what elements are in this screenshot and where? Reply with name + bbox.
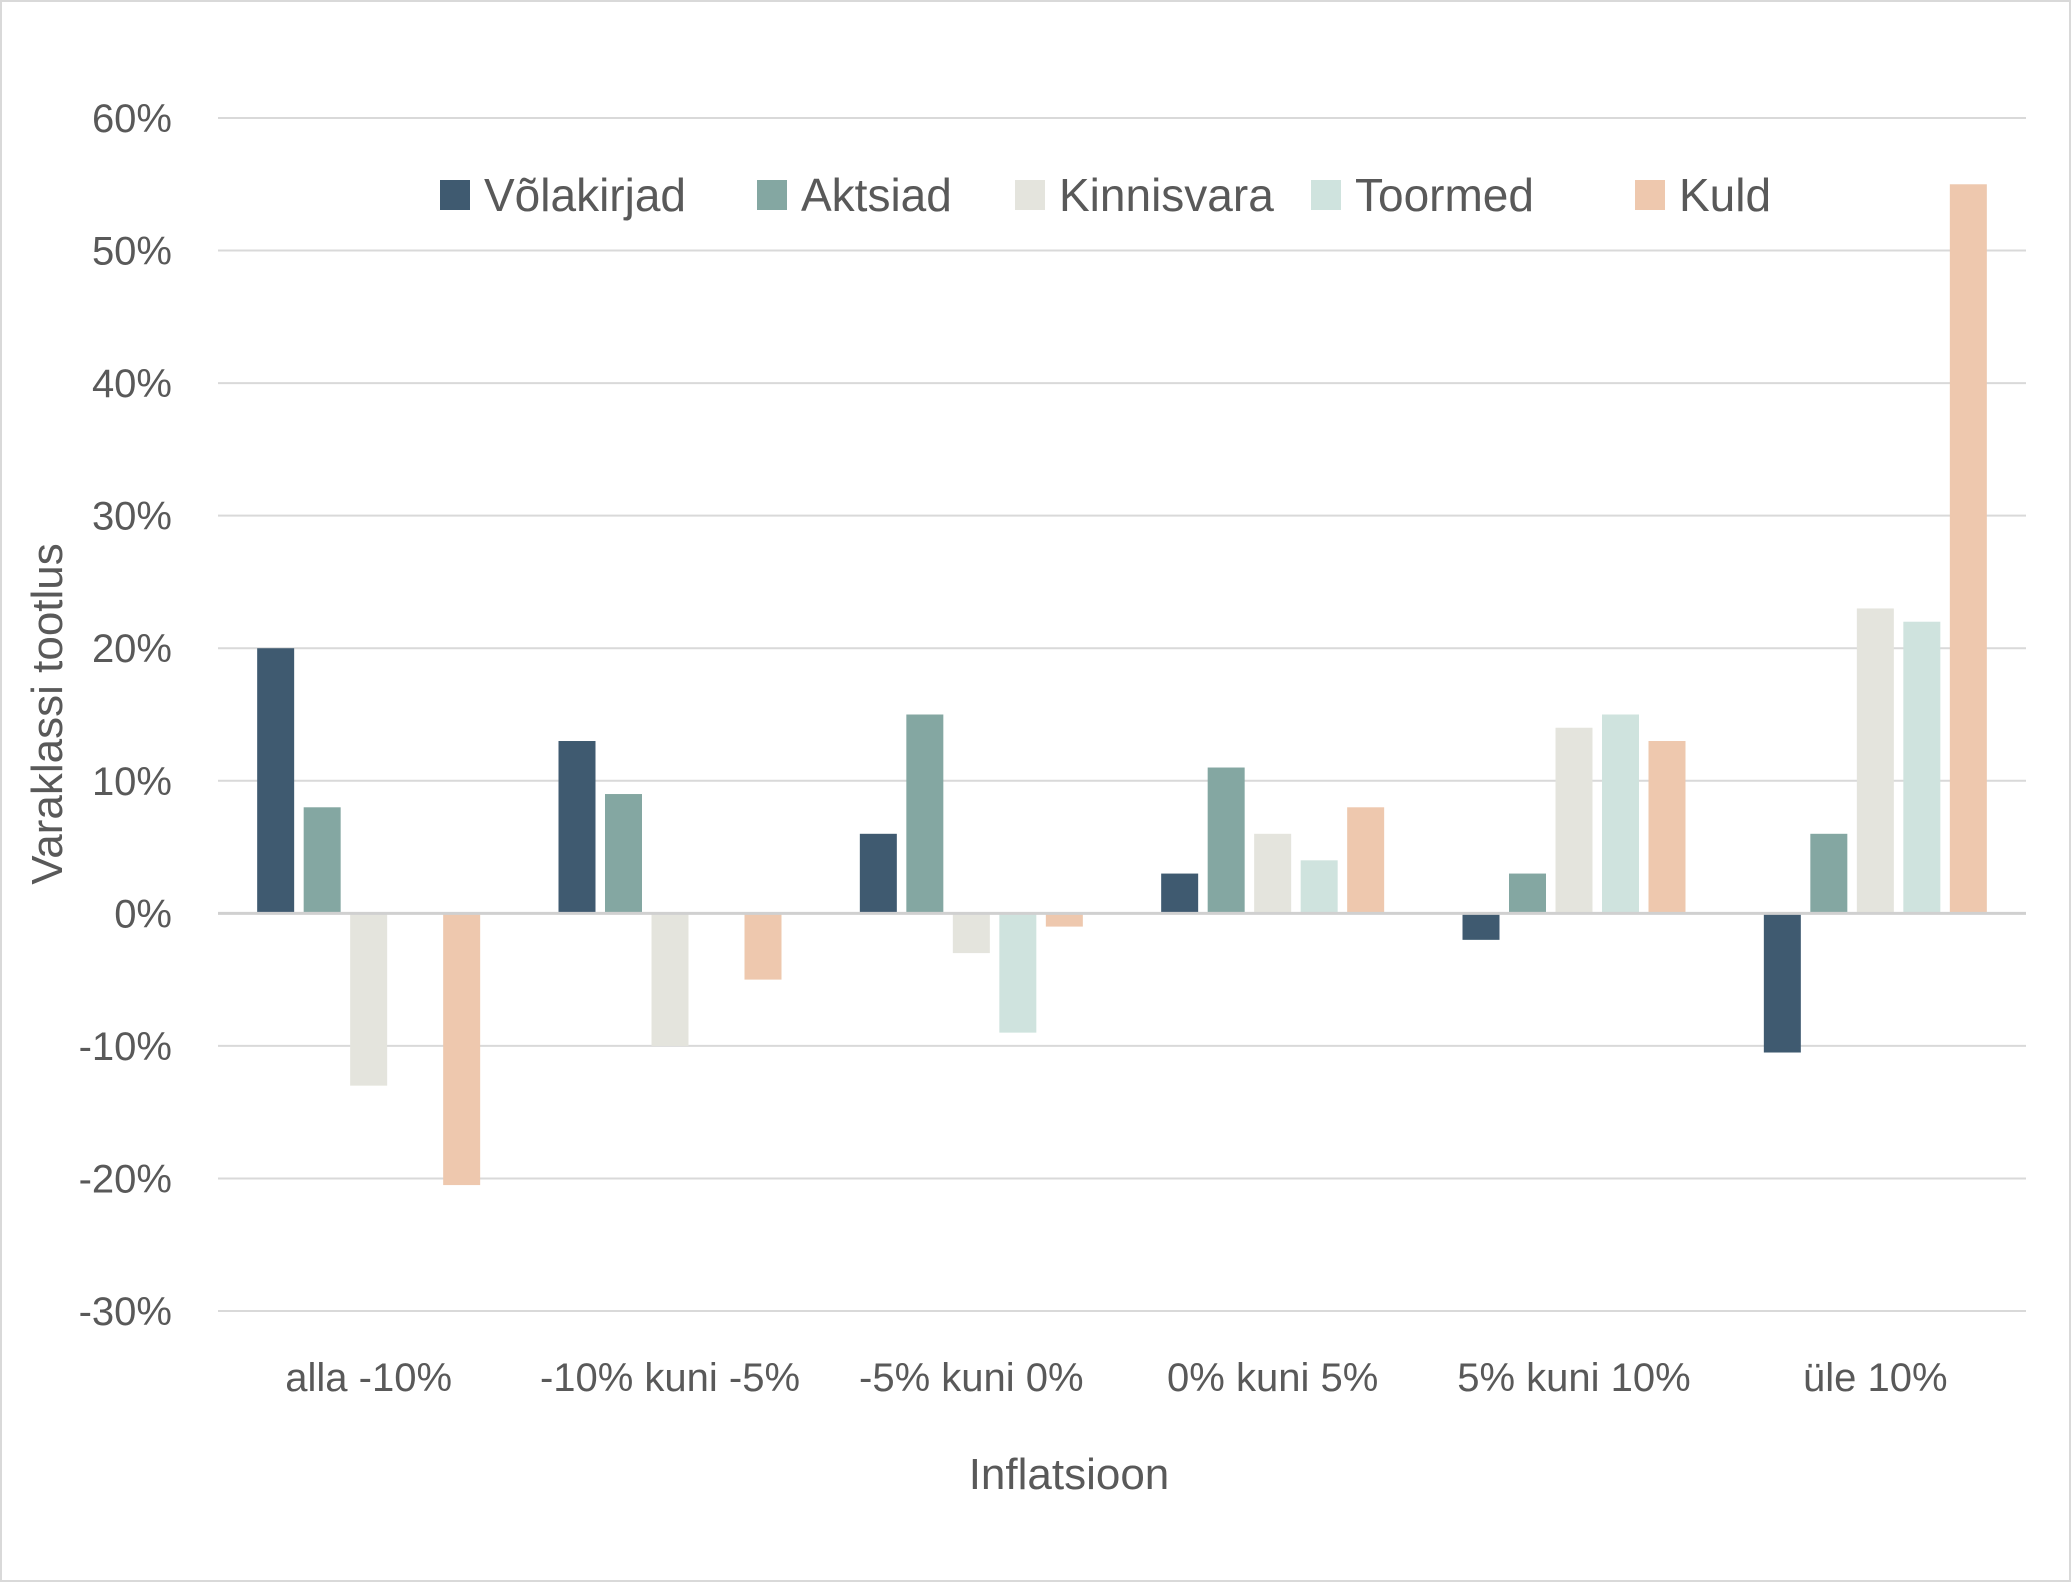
y-tick-label: 20% <box>92 627 172 671</box>
bar <box>1254 833 1292 914</box>
y-tick-label: 10% <box>92 760 172 804</box>
x-tick-label: alla -10% <box>285 1356 452 1400</box>
legend-label: Aktsiad <box>801 169 952 221</box>
bar <box>303 807 341 914</box>
y-tick-label: 0% <box>114 892 172 936</box>
x-tick-label: 0% kuni 5% <box>1167 1356 1378 1400</box>
bar <box>1045 913 1083 927</box>
bar <box>1856 608 1894 914</box>
x-tick-label: üle 10% <box>1803 1356 1948 1400</box>
bar <box>1602 714 1639 914</box>
bars <box>257 184 1987 1186</box>
x-axis-tick-labels: alla -10% -10% kuni -5% -5% kuni 0% 0% kuni… <box>285 1356 1947 1400</box>
bar <box>1949 184 1987 914</box>
bar <box>744 913 782 980</box>
bar <box>999 913 1037 1033</box>
legend-swatch <box>1015 180 1045 210</box>
y-axis-tick-labels: -30% -20% -10% 0% 10% 20% 30% 40% 50% 60% <box>79 97 172 1334</box>
bar <box>350 913 388 1086</box>
y-tick-label: -30% <box>79 1290 172 1334</box>
legend-swatch <box>440 180 470 210</box>
bar <box>651 913 689 1046</box>
legend-label: Kinnisvara <box>1059 169 1274 221</box>
bar <box>1648 741 1686 914</box>
y-tick-label: 40% <box>92 362 172 406</box>
y-tick-label: 60% <box>92 97 172 141</box>
bar <box>1462 913 1500 940</box>
legend: Võlakirjad Aktsiad Kinnisvara Toormed Kuld <box>440 169 1771 221</box>
y-tick-label: -10% <box>79 1025 172 1069</box>
x-tick-label: -5% kuni 0% <box>859 1356 1084 1400</box>
bar <box>1207 767 1245 914</box>
bar <box>952 913 990 954</box>
legend-label: Toormed <box>1355 169 1534 221</box>
bar <box>1300 860 1338 914</box>
x-axis-title: Inflatsioon <box>969 1450 1170 1499</box>
bar <box>1763 913 1801 1053</box>
bar <box>1810 833 1848 914</box>
bar <box>257 648 295 914</box>
bar <box>1509 873 1546 914</box>
bar <box>1161 873 1199 914</box>
y-tick-label: 50% <box>92 230 172 274</box>
y-axis-title: Varaklassi tootlus <box>23 543 72 885</box>
bar <box>859 833 897 914</box>
bar <box>1347 807 1385 914</box>
legend-swatch <box>1311 180 1341 210</box>
gridlines <box>218 117 2026 1312</box>
legend-swatch <box>757 180 787 210</box>
y-tick-label: -20% <box>79 1157 172 1201</box>
bar <box>1555 727 1593 914</box>
bar <box>558 741 596 914</box>
y-tick-label: 30% <box>92 495 172 539</box>
bar <box>1903 621 1941 914</box>
x-tick-label: -10% kuni -5% <box>540 1356 800 1400</box>
legend-swatch <box>1635 180 1665 210</box>
legend-label: Kuld <box>1679 169 1771 221</box>
bar <box>906 714 944 914</box>
legend-label: Võlakirjad <box>484 169 686 221</box>
x-tick-label: 5% kuni 10% <box>1457 1356 1690 1400</box>
bar <box>605 794 642 914</box>
bar <box>443 913 481 1186</box>
